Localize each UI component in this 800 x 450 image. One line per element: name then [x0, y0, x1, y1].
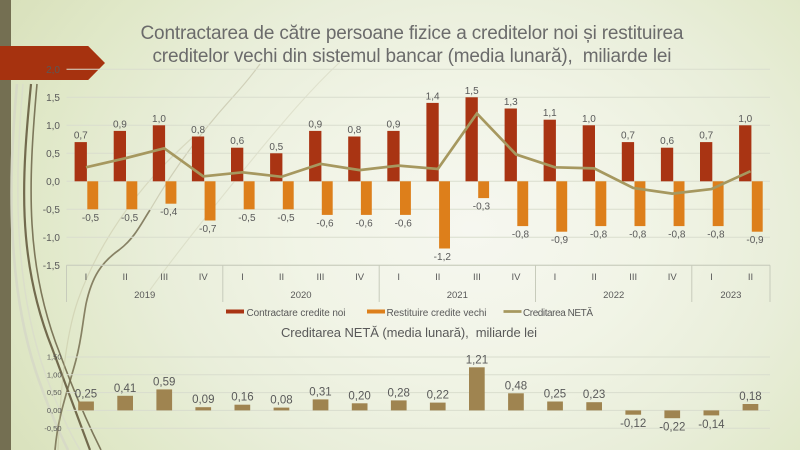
svg-text:0,7: 0,7: [74, 131, 88, 142]
svg-text:I: I: [85, 272, 88, 283]
svg-text:2021: 2021: [447, 290, 468, 301]
svg-text:0,9: 0,9: [308, 119, 322, 130]
svg-text:-1,0: -1,0: [43, 233, 61, 244]
svg-text:0,9: 0,9: [387, 119, 401, 130]
svg-text:-0,50: -0,50: [44, 424, 61, 433]
svg-text:1,5: 1,5: [46, 93, 60, 104]
svg-text:1,0: 1,0: [738, 114, 752, 125]
svg-text:-1,5: -1,5: [43, 261, 61, 272]
svg-text:0,28: 0,28: [388, 387, 410, 399]
svg-text:II: II: [435, 272, 440, 283]
svg-text:0,00: 0,00: [47, 406, 62, 415]
svg-text:0,25: 0,25: [75, 389, 97, 401]
svg-text:-0,8: -0,8: [707, 230, 725, 241]
svg-text:0,25: 0,25: [544, 389, 566, 401]
svg-text:1,50: 1,50: [47, 353, 62, 362]
svg-text:-0,14: -0,14: [698, 419, 725, 431]
svg-text:-0,6: -0,6: [355, 218, 373, 229]
svg-text:0,9: 0,9: [113, 119, 127, 130]
svg-text:0,8: 0,8: [347, 125, 361, 136]
svg-text:-1,2: -1,2: [434, 252, 452, 263]
svg-text:III: III: [317, 272, 325, 283]
svg-text:2022: 2022: [603, 290, 624, 301]
svg-text:2019: 2019: [134, 290, 155, 301]
svg-text:-0,6: -0,6: [395, 218, 413, 229]
svg-text:1,4: 1,4: [426, 91, 440, 102]
svg-text:0,6: 0,6: [660, 136, 674, 147]
svg-text:IV: IV: [512, 272, 522, 283]
svg-text:0,18: 0,18: [739, 391, 761, 403]
svg-text:0,7: 0,7: [699, 131, 713, 142]
svg-text:2023: 2023: [720, 290, 741, 301]
svg-text:-0,9: -0,9: [551, 235, 569, 246]
svg-text:III: III: [473, 272, 481, 283]
svg-text:0,8: 0,8: [191, 125, 205, 136]
svg-text:IV: IV: [199, 272, 209, 283]
svg-text:0,41: 0,41: [114, 383, 136, 395]
svg-text:0,48: 0,48: [505, 380, 527, 392]
svg-text:-0,8: -0,8: [629, 230, 647, 241]
svg-text:0,7: 0,7: [621, 131, 635, 142]
svg-text:II: II: [122, 272, 127, 283]
svg-text:-0,5: -0,5: [277, 213, 295, 224]
svg-text:-0,22: -0,22: [659, 422, 685, 434]
svg-text:0,20: 0,20: [348, 390, 370, 402]
svg-text:-0,8: -0,8: [590, 230, 608, 241]
svg-text:0,09: 0,09: [192, 394, 214, 406]
svg-text:IV: IV: [668, 272, 678, 283]
svg-text:-0,5: -0,5: [238, 213, 256, 224]
svg-text:-0,5: -0,5: [121, 213, 139, 224]
svg-text:2,0: 2,0: [46, 65, 60, 76]
svg-text:-0,7: -0,7: [199, 224, 217, 235]
svg-text:-0,12: -0,12: [620, 418, 646, 430]
svg-text:-0,5: -0,5: [43, 205, 61, 216]
svg-text:-0,3: -0,3: [473, 202, 491, 213]
svg-text:Restituire credite vechi: Restituire credite vechi: [387, 308, 487, 319]
svg-text:0,23: 0,23: [583, 389, 605, 401]
svg-text:-0,6: -0,6: [316, 218, 334, 229]
svg-text:III: III: [629, 272, 637, 283]
svg-text:I: I: [397, 272, 400, 283]
svg-text:creditelor vechi din sistemul: creditelor vechi din sistemul bancar (me…: [153, 46, 672, 67]
svg-text:-0,9: -0,9: [746, 235, 764, 246]
svg-text:I: I: [554, 272, 557, 283]
svg-text:-0,8: -0,8: [668, 230, 686, 241]
svg-text:-0,4: -0,4: [160, 207, 178, 218]
svg-text:1,5: 1,5: [465, 86, 479, 97]
svg-text:-0,8: -0,8: [512, 230, 530, 241]
svg-text:0,5: 0,5: [269, 142, 283, 153]
svg-text:I: I: [241, 272, 244, 283]
svg-text:0,08: 0,08: [270, 395, 292, 407]
svg-text:-0,5: -0,5: [82, 213, 100, 224]
svg-text:1,1: 1,1: [543, 108, 557, 119]
svg-text:0,16: 0,16: [231, 392, 253, 404]
svg-text:III: III: [160, 272, 168, 283]
svg-text:1,3: 1,3: [504, 97, 518, 108]
svg-text:II: II: [748, 272, 753, 283]
svg-text:0,50: 0,50: [47, 388, 62, 397]
svg-text:Contractare credite noi: Contractare credite noi: [247, 308, 346, 319]
svg-text:0,6: 0,6: [230, 136, 244, 147]
svg-text:Contractarea de către persoane: Contractarea de către persoane fizice a …: [141, 23, 684, 44]
svg-text:0,59: 0,59: [153, 376, 175, 388]
svg-text:0,31: 0,31: [309, 386, 331, 398]
svg-text:I: I: [710, 272, 713, 283]
svg-text:IV: IV: [355, 272, 365, 283]
svg-text:Creditarea NETĂ: Creditarea NETĂ: [523, 306, 593, 319]
svg-text:II: II: [279, 272, 284, 283]
svg-text:0,5: 0,5: [46, 149, 60, 160]
svg-text:1,21: 1,21: [466, 354, 488, 366]
svg-text:II: II: [591, 272, 596, 283]
svg-text:1,0: 1,0: [46, 121, 60, 132]
svg-text:1,00: 1,00: [47, 370, 62, 379]
svg-text:0,22: 0,22: [427, 390, 449, 402]
svg-text:0,0: 0,0: [46, 177, 60, 188]
svg-text:1,0: 1,0: [152, 114, 166, 125]
svg-text:2020: 2020: [290, 290, 311, 301]
svg-text:1,0: 1,0: [582, 114, 596, 125]
svg-text:Creditarea NETĂ (media lunară): Creditarea NETĂ (media lunară), miliarde…: [281, 325, 537, 340]
